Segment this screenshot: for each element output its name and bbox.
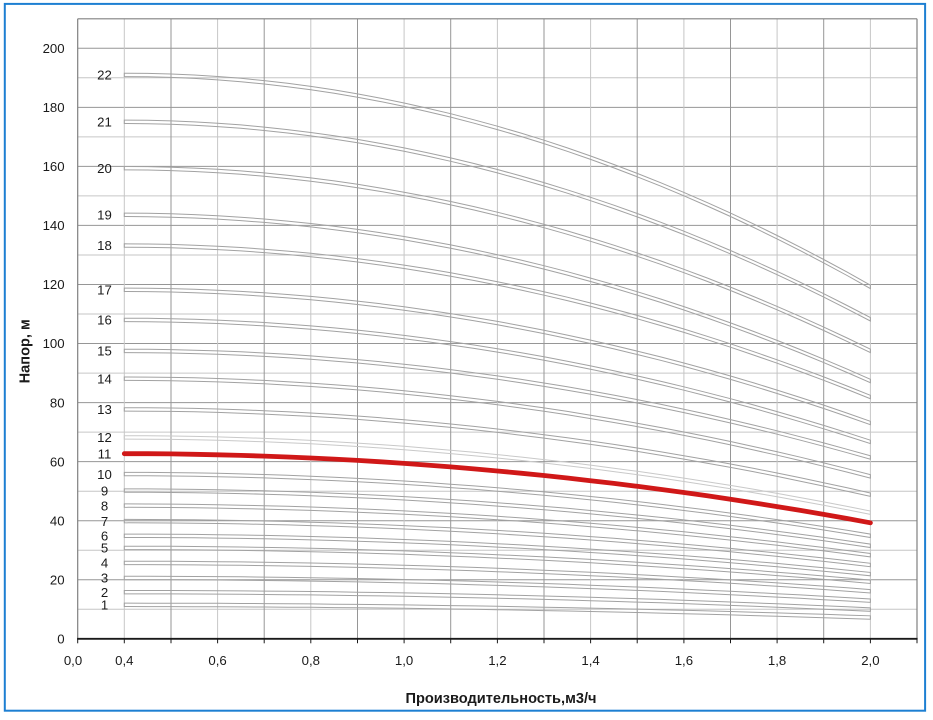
svg-text:160: 160: [43, 159, 65, 174]
svg-text:20: 20: [97, 161, 112, 176]
svg-text:2,0: 2,0: [861, 653, 879, 668]
svg-text:19: 19: [97, 208, 112, 223]
svg-text:1,2: 1,2: [488, 653, 506, 668]
svg-text:Производительность,м3/ч: Производительность,м3/ч: [405, 691, 596, 707]
svg-text:3: 3: [101, 571, 108, 586]
svg-text:0,0: 0,0: [64, 653, 82, 668]
svg-text:0,8: 0,8: [302, 653, 320, 668]
svg-text:17: 17: [97, 283, 112, 298]
svg-text:1,0: 1,0: [395, 653, 413, 668]
svg-text:13: 13: [97, 402, 112, 417]
svg-text:6: 6: [101, 529, 108, 544]
svg-text:60: 60: [50, 454, 65, 469]
svg-text:15: 15: [97, 344, 112, 359]
svg-text:120: 120: [43, 277, 65, 292]
svg-text:9: 9: [101, 483, 108, 498]
svg-text:200: 200: [43, 41, 65, 56]
svg-text:12: 12: [97, 430, 112, 445]
svg-text:1,4: 1,4: [581, 653, 599, 668]
svg-text:11: 11: [98, 446, 112, 461]
svg-text:80: 80: [50, 395, 65, 410]
svg-text:0,6: 0,6: [208, 653, 226, 668]
svg-text:16: 16: [97, 313, 112, 328]
svg-text:10: 10: [97, 467, 112, 482]
svg-text:5: 5: [101, 541, 108, 556]
svg-text:2: 2: [101, 585, 108, 600]
svg-text:22: 22: [97, 68, 112, 83]
svg-text:4: 4: [101, 556, 108, 571]
svg-text:0: 0: [57, 632, 64, 647]
svg-text:1: 1: [101, 598, 108, 613]
svg-text:7: 7: [101, 514, 108, 529]
svg-text:14: 14: [97, 371, 112, 386]
svg-text:21: 21: [97, 115, 112, 130]
svg-text:180: 180: [43, 100, 65, 115]
svg-text:100: 100: [43, 336, 65, 351]
svg-text:18: 18: [97, 238, 112, 253]
svg-text:0,4: 0,4: [115, 653, 133, 668]
svg-text:1,8: 1,8: [768, 653, 786, 668]
svg-text:40: 40: [50, 513, 65, 528]
svg-text:8: 8: [101, 498, 108, 513]
svg-text:140: 140: [43, 218, 65, 233]
svg-text:20: 20: [50, 573, 65, 588]
svg-text:Напор, м: Напор, м: [18, 319, 34, 383]
svg-text:1,6: 1,6: [675, 653, 693, 668]
